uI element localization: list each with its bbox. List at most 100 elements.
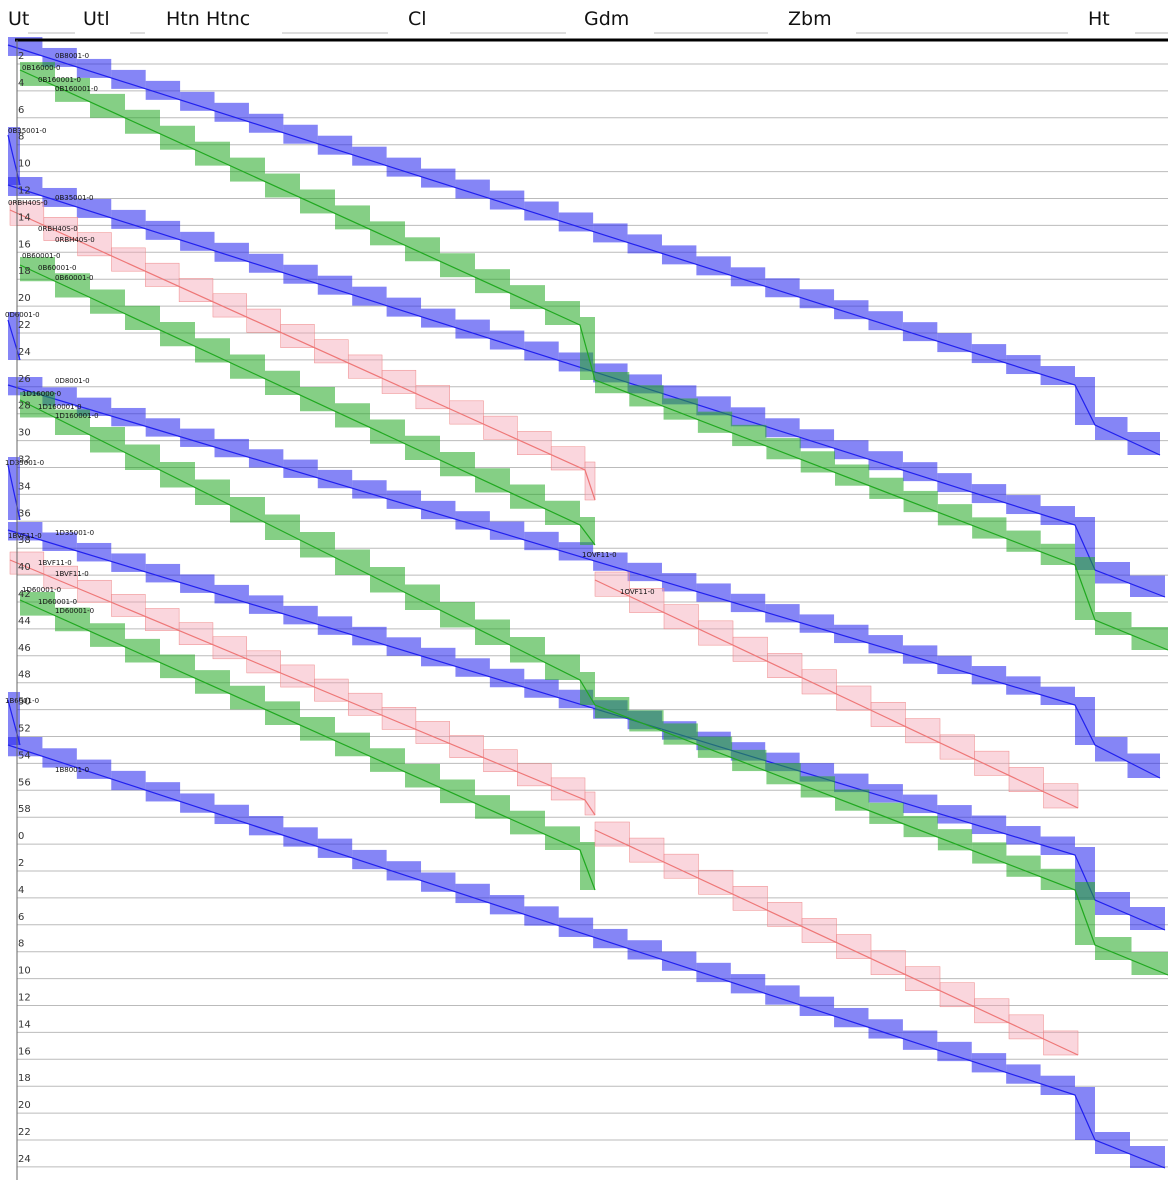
train-block xyxy=(265,514,300,540)
train-block xyxy=(510,484,545,509)
train-label: 0B16000-0 xyxy=(22,64,61,72)
train-block xyxy=(347,354,383,379)
train-block xyxy=(90,623,125,647)
train-block xyxy=(455,511,490,530)
train-block xyxy=(510,810,545,835)
train-line xyxy=(19,599,596,891)
train-block xyxy=(489,190,525,210)
train-block xyxy=(246,650,281,674)
train-block xyxy=(335,205,370,230)
train-block xyxy=(937,829,973,851)
train-block xyxy=(421,500,456,520)
train-block xyxy=(1127,753,1160,778)
train-block xyxy=(1095,937,1132,960)
train-block xyxy=(765,418,800,438)
time-label: 50 xyxy=(18,697,31,708)
train-block xyxy=(449,735,484,758)
train-block xyxy=(903,815,938,838)
train-block xyxy=(55,409,90,435)
train-block xyxy=(868,1019,903,1039)
train-block xyxy=(317,838,353,858)
train-block xyxy=(836,685,872,711)
train-block xyxy=(352,626,387,646)
train-label: 0D6001-0 xyxy=(5,311,40,319)
station-label: Cl xyxy=(408,8,427,30)
train-label: 1B6001-0 xyxy=(5,697,39,705)
train-block xyxy=(1095,892,1130,915)
train-block xyxy=(937,805,972,824)
train-block xyxy=(545,500,580,525)
station-label: Gdm xyxy=(584,8,629,30)
time-label: 48 xyxy=(18,670,31,681)
train-block xyxy=(352,146,387,166)
train-block xyxy=(730,974,766,994)
train-block xyxy=(732,886,768,911)
train-block xyxy=(1008,767,1044,792)
train-block xyxy=(455,319,490,339)
train-label: 0B35001-0 xyxy=(55,194,94,202)
train-block xyxy=(661,951,697,971)
train-label: 0RBH40S-0 xyxy=(8,199,48,207)
train-block xyxy=(1006,495,1041,515)
train-block xyxy=(937,655,972,675)
train-block xyxy=(76,542,112,562)
train-block xyxy=(178,622,214,645)
station-label: Zbm xyxy=(788,8,832,30)
train-block xyxy=(971,666,1007,685)
train-block xyxy=(440,779,475,804)
train-block xyxy=(550,446,586,471)
train-label: 1BVF11-0 xyxy=(8,532,42,540)
train-label: 1D160001-0 xyxy=(55,412,99,420)
train-block xyxy=(799,996,835,1016)
train-block xyxy=(76,58,112,78)
train-block xyxy=(732,749,767,772)
time-label: 30 xyxy=(18,428,31,439)
train-label: 0B160001-0 xyxy=(38,76,81,84)
train-block xyxy=(765,604,800,623)
train-block xyxy=(870,702,906,727)
train-block xyxy=(475,269,510,294)
train-block xyxy=(352,480,387,499)
train-block xyxy=(386,297,422,317)
train-block xyxy=(1008,1014,1044,1040)
train-block xyxy=(455,179,490,199)
train-block xyxy=(440,452,475,477)
header: Ut Utl Htn Htnc Cl Gdm Zbm Ht xyxy=(8,8,1168,34)
train-block xyxy=(248,595,284,614)
train-block xyxy=(974,998,1010,1024)
train-line xyxy=(19,399,1168,976)
train-block xyxy=(696,962,731,983)
train-block xyxy=(834,440,869,460)
train-block xyxy=(868,451,903,471)
train-block xyxy=(111,247,146,272)
train-block xyxy=(593,552,628,571)
train-block xyxy=(972,517,1007,539)
train-block xyxy=(415,385,450,410)
train-block xyxy=(698,620,734,646)
train-block xyxy=(455,658,490,677)
train-block xyxy=(212,636,248,660)
train-block xyxy=(698,869,734,895)
train-block xyxy=(629,710,664,732)
train-block xyxy=(834,773,869,793)
train-label: 1D35001-0 xyxy=(55,529,94,537)
train-block xyxy=(20,392,55,418)
train-block xyxy=(1040,868,1075,890)
train-line xyxy=(7,134,21,186)
train-block xyxy=(766,763,801,785)
train-line xyxy=(594,579,1079,809)
train-block xyxy=(415,721,450,744)
train-block xyxy=(869,802,904,824)
train-block xyxy=(834,1007,869,1028)
train-block xyxy=(1006,676,1041,695)
train-block xyxy=(937,333,972,353)
train-block xyxy=(405,237,440,262)
train-block xyxy=(627,234,662,254)
train-block xyxy=(937,473,972,493)
train-block xyxy=(799,614,835,633)
train-block xyxy=(145,262,180,287)
train-block xyxy=(1075,377,1095,425)
train-block xyxy=(517,763,552,787)
train-block xyxy=(248,816,284,836)
time-label: 16 xyxy=(18,239,31,250)
